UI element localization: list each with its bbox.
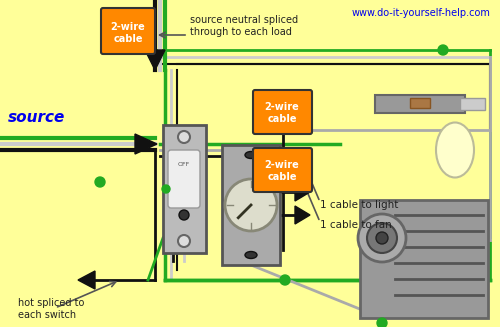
FancyBboxPatch shape [253, 90, 312, 134]
Circle shape [178, 235, 190, 247]
FancyBboxPatch shape [101, 8, 155, 54]
Text: OFF: OFF [178, 163, 190, 167]
Circle shape [358, 214, 406, 262]
Bar [360, 200, 488, 318]
FancyBboxPatch shape [253, 148, 312, 192]
Text: source: source [8, 110, 66, 125]
Bar [460, 98, 485, 110]
Ellipse shape [436, 123, 474, 178]
Circle shape [376, 232, 388, 244]
Circle shape [280, 275, 290, 285]
Polygon shape [295, 183, 310, 201]
Bar [375, 95, 465, 113]
Text: 1 cable to light: 1 cable to light [320, 200, 398, 210]
Text: hot spliced to
each switch: hot spliced to each switch [18, 298, 84, 319]
Ellipse shape [245, 151, 257, 159]
Bar [410, 98, 430, 108]
Circle shape [367, 223, 397, 253]
Circle shape [438, 45, 448, 55]
Bar [163, 125, 206, 253]
Polygon shape [295, 161, 310, 179]
Circle shape [179, 210, 189, 220]
Circle shape [95, 177, 105, 187]
Polygon shape [135, 134, 157, 154]
Polygon shape [145, 50, 165, 70]
Polygon shape [78, 271, 95, 289]
Text: 1 cable to fan: 1 cable to fan [320, 220, 392, 230]
Text: 2-wire
cable: 2-wire cable [264, 102, 300, 124]
Circle shape [377, 318, 387, 327]
Ellipse shape [245, 251, 257, 259]
Circle shape [178, 131, 190, 143]
Circle shape [162, 185, 170, 193]
Polygon shape [295, 206, 310, 224]
Text: 2-wire
cable: 2-wire cable [264, 160, 300, 182]
Text: www.do-it-yourself-help.com: www.do-it-yourself-help.com [351, 8, 490, 18]
Text: source neutral spliced
through to each load: source neutral spliced through to each l… [190, 15, 298, 37]
Bar [222, 145, 280, 265]
Text: 2-wire
cable: 2-wire cable [110, 22, 146, 44]
FancyBboxPatch shape [168, 150, 200, 208]
Circle shape [225, 179, 277, 231]
